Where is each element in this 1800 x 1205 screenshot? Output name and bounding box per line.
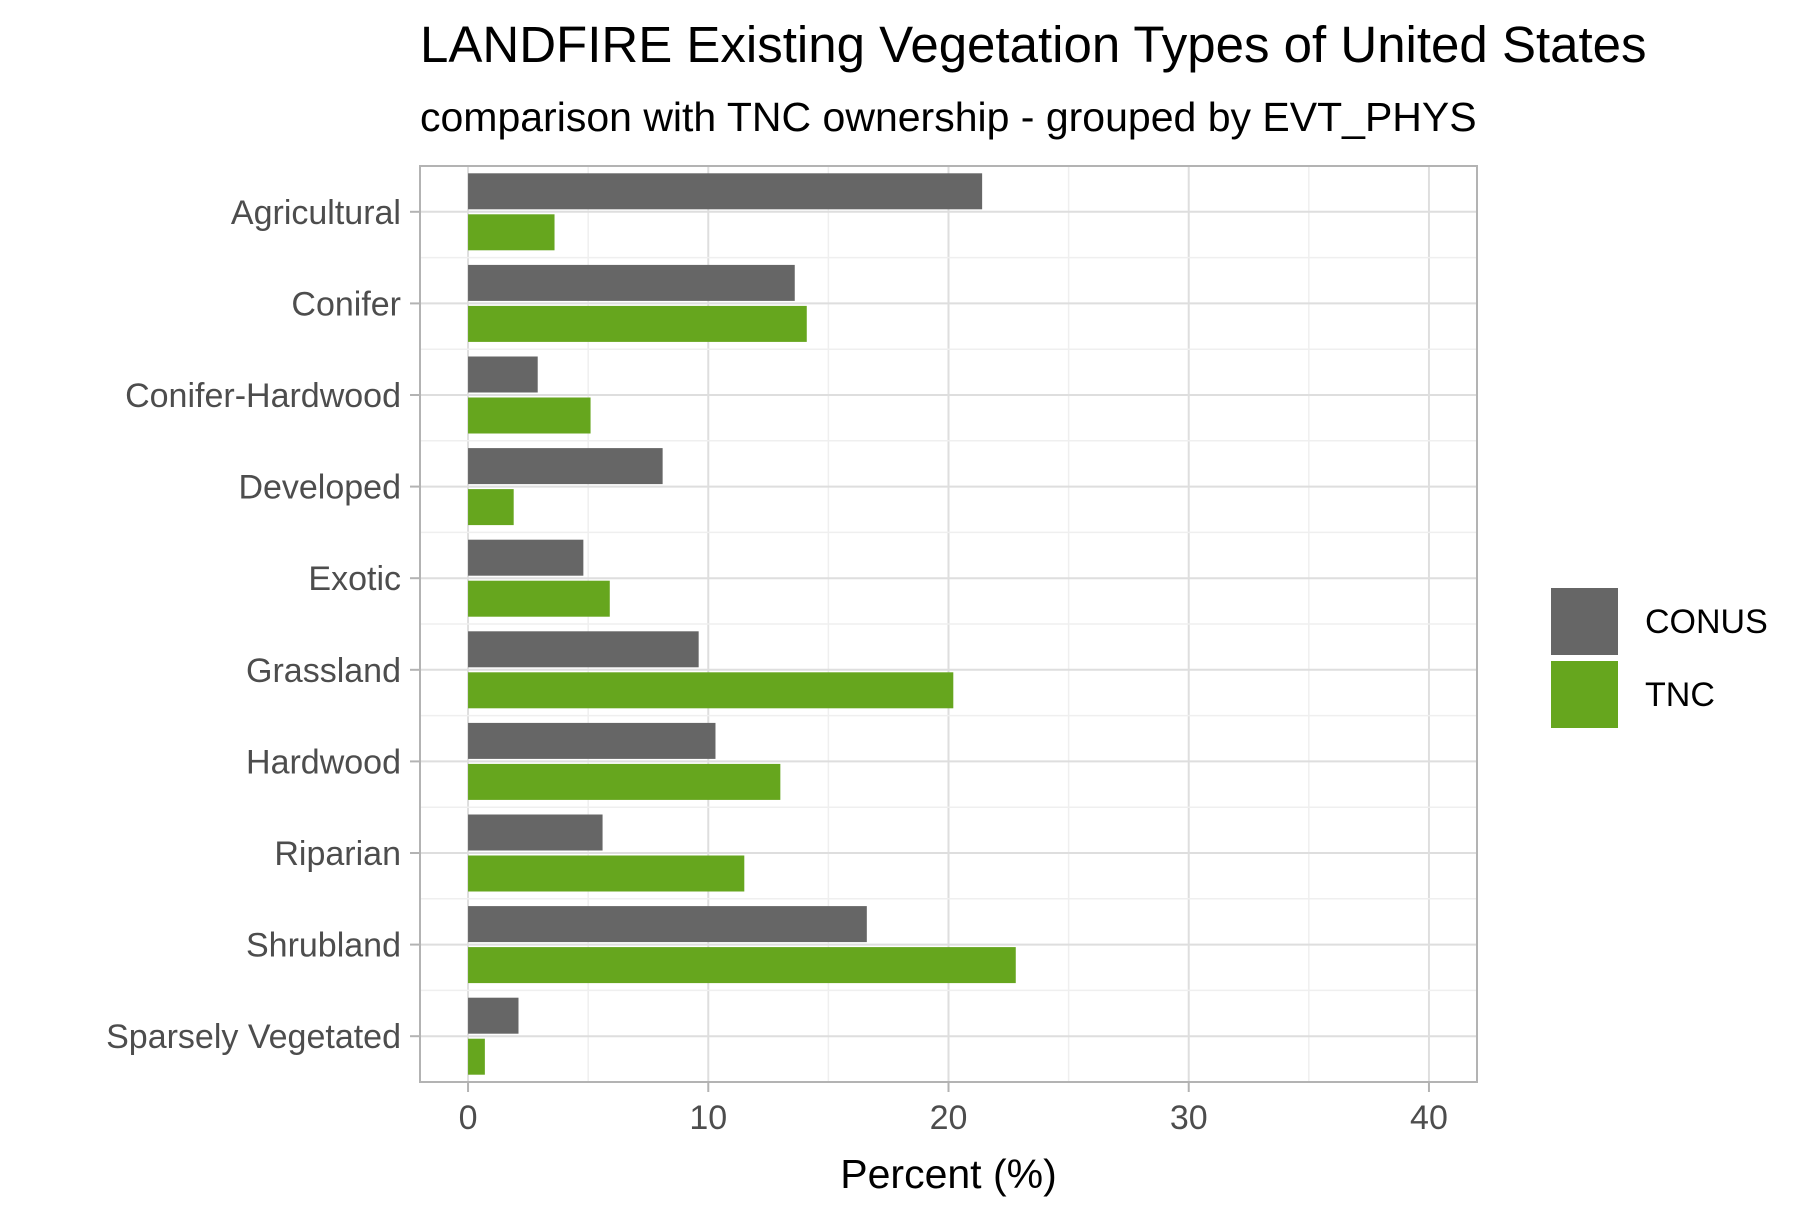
bar-conus-conifer xyxy=(468,264,795,301)
bar-conus-sparsely-vegetated xyxy=(468,997,519,1034)
x-tick-label: 40 xyxy=(1410,1099,1448,1137)
x-tick-label: 30 xyxy=(1170,1099,1208,1137)
legend-label-tnc: TNC xyxy=(1645,676,1715,714)
legend: CONUS TNC xyxy=(1551,588,1768,728)
chart-title: LANDFIRE Existing Vegetation Types of Un… xyxy=(420,16,1647,73)
bar-tnc-shrubland xyxy=(468,947,1016,984)
x-tick-label: 20 xyxy=(930,1099,968,1137)
bar-tnc-exotic xyxy=(468,580,610,617)
bar-conus-shrubland xyxy=(468,906,867,943)
x-axis-title: Percent (%) xyxy=(840,1151,1056,1197)
x-tick-label: 10 xyxy=(689,1099,727,1137)
plot-bars xyxy=(468,173,1016,1075)
chart-subtitle: comparison with TNC ownership - grouped … xyxy=(420,94,1477,140)
bar-tnc-grassland xyxy=(468,672,954,709)
bar-conus-developed xyxy=(468,448,663,485)
y-tick-label: Conifer xyxy=(291,285,401,323)
bar-conus-agricultural xyxy=(468,173,983,210)
y-tick-label: Conifer-Hardwood xyxy=(125,377,401,415)
x-axis: 0 10 20 30 40 xyxy=(459,1082,1448,1137)
plot-grid xyxy=(420,166,1477,1082)
y-tick-label: Sparsely Vegetated xyxy=(106,1018,401,1056)
bar-tnc-hardwood xyxy=(468,763,781,800)
bar-conus-hardwood xyxy=(468,722,716,759)
y-tick-label: Developed xyxy=(238,469,401,507)
bar-conus-riparian xyxy=(468,814,603,851)
bar-conus-grassland xyxy=(468,631,699,668)
y-tick-label: Riparian xyxy=(274,835,401,873)
legend-label-conus: CONUS xyxy=(1645,603,1768,641)
y-tick-label: Agricultural xyxy=(231,194,401,232)
legend-key-conus xyxy=(1551,588,1618,655)
bar-tnc-conifer xyxy=(468,305,807,342)
bar-conus-conifer-hardwood xyxy=(468,356,538,393)
y-tick-label: Grassland xyxy=(246,652,401,690)
y-tick-label: Hardwood xyxy=(246,743,401,781)
bar-tnc-riparian xyxy=(468,855,745,892)
bar-tnc-conifer-hardwood xyxy=(468,397,591,434)
x-tick-label: 0 xyxy=(459,1099,478,1137)
bar-tnc-agricultural xyxy=(468,214,555,251)
legend-key-tnc xyxy=(1551,661,1618,728)
y-tick-label: Exotic xyxy=(308,560,401,598)
y-axis: Agricultural Conifer Conifer-Hardwood Devel… xyxy=(106,194,420,1056)
bar-tnc-sparsely-vegetated xyxy=(468,1038,485,1075)
bar-conus-exotic xyxy=(468,539,584,576)
bar-tnc-developed xyxy=(468,489,514,526)
y-tick-label: Shrubland xyxy=(246,927,401,965)
